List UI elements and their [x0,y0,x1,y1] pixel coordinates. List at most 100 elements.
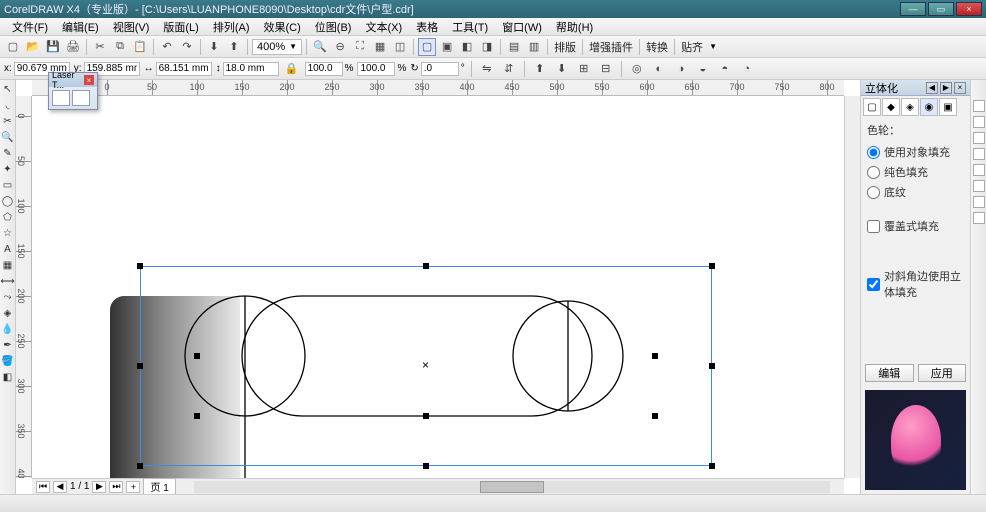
layout-label[interactable]: 排版 [552,39,578,55]
menu-位图[interactable]: 位图(B) [309,18,358,36]
last-page-button[interactable]: ⏭ [109,481,123,493]
flip-v-icon[interactable]: ⇵ [500,60,518,78]
docker-prev-icon[interactable]: ◀ [926,82,938,94]
smart-tool-icon[interactable]: ✦ [1,162,15,176]
page-tab[interactable]: 页 1 [143,478,175,494]
selection-handle[interactable] [709,363,715,369]
snap4-icon[interactable]: ◨ [478,38,496,56]
table-tool-icon[interactable]: ▦ [1,258,15,272]
docker-tab-2[interactable]: ◆ [882,98,900,116]
eyedrop-tool-icon[interactable]: 💧 [1,322,15,336]
docker-tab-5[interactable]: ▣ [939,98,957,116]
cut-icon[interactable]: ✂ [91,38,109,56]
align2-icon[interactable]: ▥ [525,38,543,56]
zoom-sel-icon[interactable]: ◫ [391,38,409,56]
maximize-button[interactable]: ▭ [928,2,954,16]
prev-page-button[interactable]: ◀ [53,481,67,493]
docker-next-icon[interactable]: ▶ [940,82,952,94]
strip-icon-1[interactable] [973,100,985,112]
import-icon[interactable]: ⬇ [205,38,223,56]
flip-h-icon[interactable]: ⇋ [478,60,496,78]
docker-tab-4[interactable]: ◉ [920,98,938,116]
hscroll-thumb[interactable] [480,481,544,493]
redo-icon[interactable]: ↷ [178,38,196,56]
scrollbar-vertical[interactable] [844,96,860,478]
object-handle[interactable] [194,413,200,419]
strip-icon-5[interactable] [973,164,985,176]
group-icon[interactable]: ⊞ [575,60,593,78]
back-icon[interactable]: ⬇ [553,60,571,78]
object-handle[interactable] [652,413,658,419]
menu-工具[interactable]: 工具(T) [446,18,494,36]
snap2-icon[interactable]: ▣ [438,38,456,56]
selection-handle[interactable] [137,263,143,269]
canvas[interactable]: × [32,96,844,478]
zoom-page-icon[interactable]: ▦ [371,38,389,56]
menu-排列[interactable]: 排列(A) [207,18,256,36]
zoom-fit-icon[interactable]: ⛶ [351,38,369,56]
dim-tool-icon[interactable]: ⟷ [1,274,15,288]
save-icon[interactable]: 💾 [44,38,62,56]
rect-tool-icon[interactable]: ▭ [1,178,15,192]
interactive-fill-icon[interactable]: ◧ [1,370,15,384]
menu-视图[interactable]: 视图(V) [107,18,156,36]
shape-tool-icon[interactable]: ◟ [1,98,15,112]
undo-icon[interactable]: ↶ [158,38,176,56]
lock-ratio-icon[interactable]: 🔒 [283,60,301,78]
strip-icon-6[interactable] [973,180,985,192]
outline-tool-icon[interactable]: ✒ [1,338,15,352]
open-icon[interactable]: 📂 [24,38,42,56]
zoom-level[interactable]: 400%▼ [252,39,302,55]
selection-handle[interactable] [423,263,429,269]
freehand-tool-icon[interactable]: ✎ [1,146,15,160]
laser-btn-2[interactable] [72,90,90,106]
strip-icon-8[interactable] [973,212,985,224]
copy-icon[interactable]: ⧉ [111,38,129,56]
object-handle[interactable] [194,353,200,359]
print-icon[interactable]: 🖨 [64,38,82,56]
fill-radio-1[interactable] [867,166,880,179]
scalex-input[interactable] [305,62,343,76]
zoom-tool-icon[interactable]: 🔍 [1,130,15,144]
laser-btn-1[interactable] [52,90,70,106]
menu-表格[interactable]: 表格 [410,18,444,36]
laser-close-icon[interactable]: × [84,75,94,85]
docker-close-icon[interactable]: × [954,82,966,94]
selection-handle[interactable] [709,463,715,469]
export-icon[interactable]: ⬆ [225,38,243,56]
connector-tool-icon[interactable]: ⤳ [1,290,15,304]
object-handle[interactable] [652,353,658,359]
bevel-fill-checkbox[interactable] [867,278,880,291]
menu-窗口[interactable]: 窗口(W) [496,18,548,36]
minimize-button[interactable]: — [900,2,926,16]
new-icon[interactable]: ▢ [4,38,22,56]
back-minus-icon[interactable]: ◔ [738,60,756,78]
menu-文件[interactable]: 文件(F) [6,18,54,36]
selection-handle[interactable] [137,463,143,469]
laser-toolbar[interactable]: Laser T... × [48,72,98,110]
shapes-tool-icon[interactable]: ☆ [1,226,15,240]
ad-thumbnail[interactable] [865,390,966,490]
rot-input[interactable] [421,62,459,76]
selection-handle[interactable] [423,463,429,469]
strip-icon-2[interactable] [973,116,985,128]
first-page-button[interactable]: ⏮ [36,481,50,493]
override-fill-checkbox[interactable] [867,220,880,233]
h-input[interactable] [223,62,279,76]
docker-tab-1[interactable]: ▢ [863,98,881,116]
ellipse-tool-icon[interactable]: ◯ [1,194,15,208]
intersect-icon[interactable]: ◑ [672,60,690,78]
menu-编辑[interactable]: 编辑(E) [56,18,105,36]
menu-版面[interactable]: 版面(L) [157,18,204,36]
trim-icon[interactable]: ◐ [650,60,668,78]
zoom-in-icon[interactable]: 🔍 [311,38,329,56]
fill-tool-icon[interactable]: 🪣 [1,354,15,368]
zoom-out-icon[interactable]: ⊖ [331,38,349,56]
fill-radio-2[interactable] [867,186,880,199]
front-minus-icon[interactable]: ◓ [716,60,734,78]
weld-icon[interactable]: ◎ [628,60,646,78]
snap3-icon[interactable]: ◧ [458,38,476,56]
ungroup-icon[interactable]: ⊟ [597,60,615,78]
strip-icon-3[interactable] [973,132,985,144]
object-handle[interactable] [423,413,429,419]
